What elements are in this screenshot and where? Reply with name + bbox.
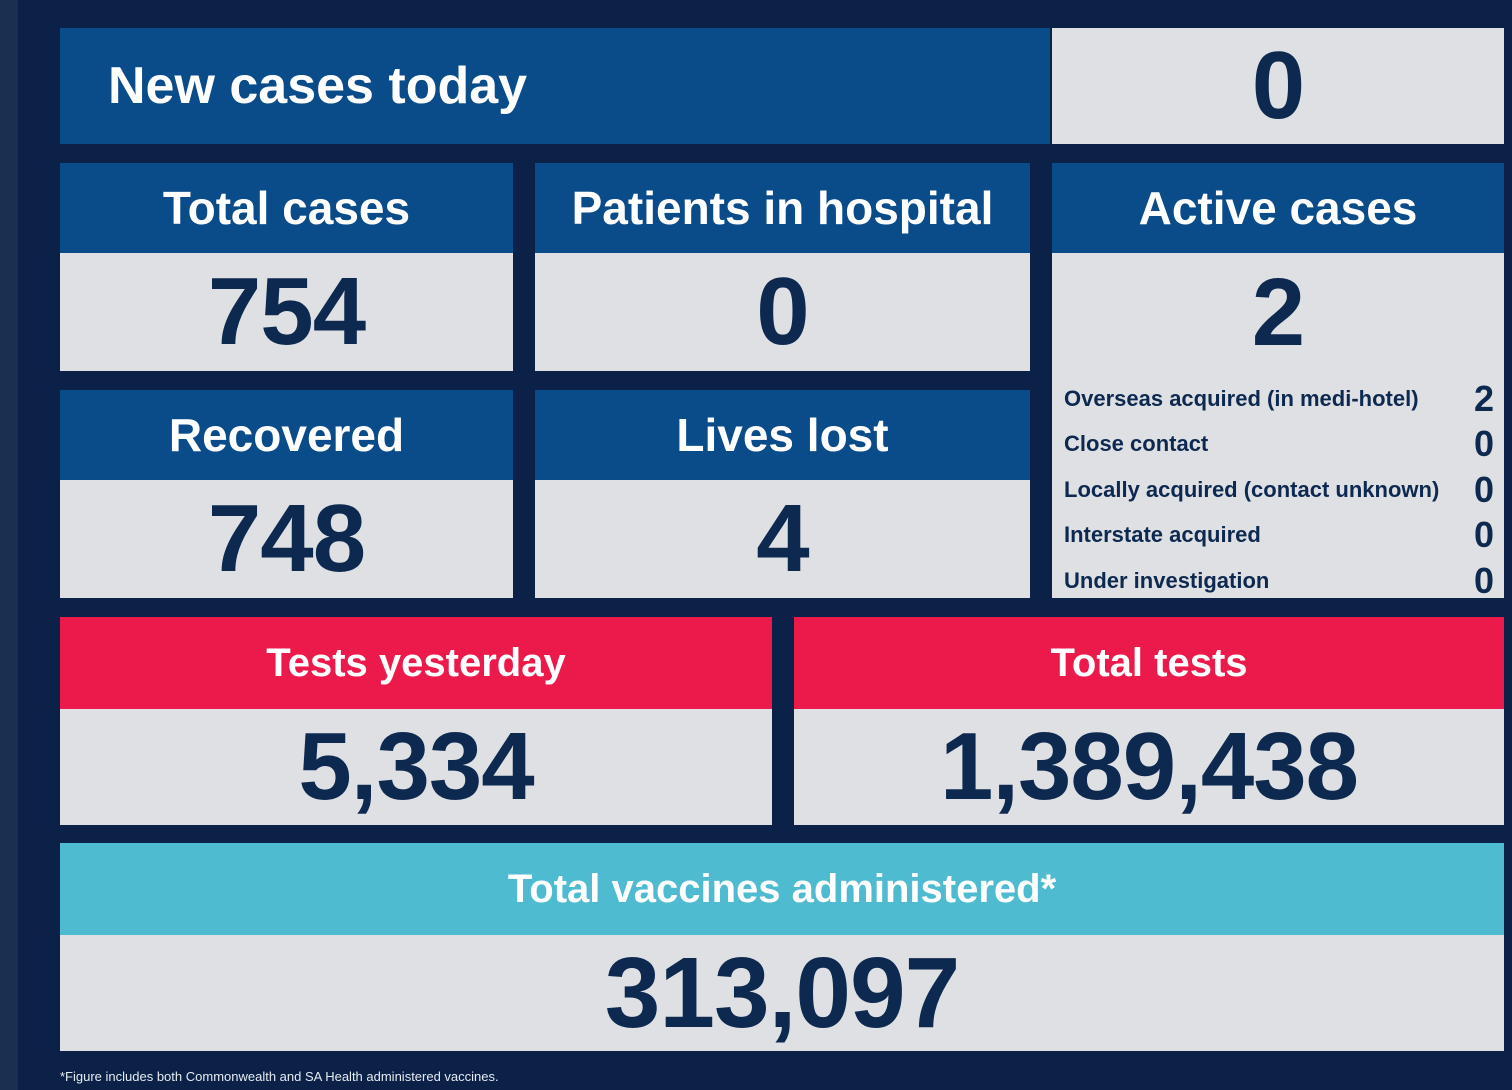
new-cases-today-label: New cases today [60,28,1050,144]
tests-yesterday-label: Tests yesterday [60,617,772,709]
breakdown-row: Interstate acquired 0 [1064,513,1504,559]
new-cases-today-value: 0 [1052,28,1504,144]
patients-in-hospital-label: Patients in hospital [535,163,1030,253]
breakdown-row: Overseas acquired (in medi-hotel) 2 [1064,376,1504,422]
total-tests-label: Total tests [794,617,1504,709]
breakdown-label: Under investigation [1064,567,1270,593]
active-cases-breakdown: Overseas acquired (in medi-hotel) 2 Clos… [1052,372,1504,601]
breakdown-value: 0 [1473,468,1494,510]
breakdown-value: 0 [1473,423,1494,465]
breakdown-label: Interstate acquired [1064,522,1261,548]
breakdown-label: Locally acquired (contact unknown) [1064,476,1440,502]
total-vaccines-value: 313,097 [60,935,1504,1051]
breakdown-label: Close contact [1064,431,1209,457]
footnote: *Figure includes both Commonwealth and S… [60,1069,499,1084]
active-cases-label: Active cases [1052,163,1504,253]
breakdown-row: Under investigation 0 [1064,558,1504,604]
breakdown-row: Locally acquired (contact unknown) 0 [1064,467,1504,513]
breakdown-value: 2 [1473,377,1494,419]
patients-in-hospital-value: 0 [535,253,1030,371]
active-cases-value: 2 [1052,253,1504,373]
breakdown-value: 0 [1473,559,1494,601]
breakdown-value: 0 [1473,514,1494,556]
breakdown-row: Close contact 0 [1064,422,1504,468]
lives-lost-label: Lives lost [535,390,1030,480]
total-vaccines-label: Total vaccines administered* [60,843,1504,935]
breakdown-label: Overseas acquired (in medi-hotel) [1064,385,1419,411]
recovered-value: 748 [60,480,513,598]
total-tests-value: 1,389,438 [794,709,1504,825]
left-edge [0,0,18,1090]
total-cases-value: 754 [60,253,513,371]
total-cases-label: Total cases [60,163,513,253]
lives-lost-value: 4 [535,480,1030,598]
tests-yesterday-value: 5,334 [60,709,772,825]
recovered-label: Recovered [60,390,513,480]
